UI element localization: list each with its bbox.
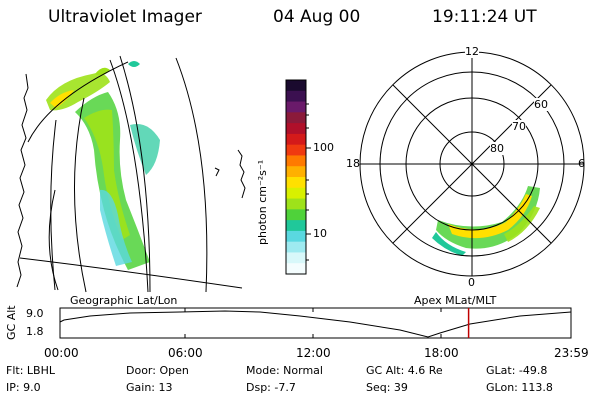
graphics-canvas [0,0,600,400]
y-tick-top: 9.0 [26,307,44,320]
mlt-label-12: 12 [465,45,479,58]
colorbar-units-label: photon cm⁻²s⁻¹ [256,160,269,245]
x-tick-1800: 18:00 [424,346,459,360]
colorbar-cell [286,188,306,199]
colorbar-cell [286,80,306,91]
colorbar-cell [286,252,306,263]
colorbar-cell [286,177,306,188]
lat-label-80: 80 [490,142,504,155]
colorbar-tick-10: 10 [313,227,327,240]
x-tick-0600: 06:00 [168,346,203,360]
colorbar-cell [286,231,306,242]
colorbar-cell [286,242,306,253]
colorbar-cell [286,166,306,177]
colorbar-tick-100: 100 [313,141,334,154]
mlt-label-0: 0 [468,276,475,289]
colorbar-cell [286,199,306,210]
apex-label: Apex MLat/MLT [414,294,496,307]
x-tick-0000: 00:00 [44,346,79,360]
coastline-left [17,74,28,287]
dsp-info: Dsp: -7.7 [246,381,296,394]
x-tick-2359: 23:59 [554,346,589,360]
gc-alt-axis-title: GC Alt [5,305,18,340]
mlt-label-6: 6 [578,157,585,170]
coastline-right [238,150,245,198]
aurora-polar [432,186,540,256]
colorbar-cell [286,263,306,274]
mode-info: Mode: Normal [246,364,323,377]
glon-info: GLon: 113.8 [486,381,553,394]
lat-label-70: 70 [512,120,526,133]
gain-info: Gain: 13 [126,381,173,394]
polar-plot [360,52,584,276]
seq-info: Seq: 39 [366,381,408,394]
colorbar-cell [286,155,306,166]
island-outline [215,168,219,176]
door-info: Door: Open [126,364,189,377]
altitude-timeline [60,308,571,338]
colorbar-cell [286,102,306,113]
colorbar-cell [286,220,306,231]
colorbar-cell [286,145,306,156]
ip-info: IP: 9.0 [6,381,41,394]
colorbar-cell [286,91,306,102]
colorbar-cell [286,112,306,123]
glat-info: GLat: -49.8 [486,364,547,377]
gc-alt-info: GC Alt: 4.6 Re [366,364,443,377]
geographic-label: Geographic Lat/Lon [70,294,177,307]
x-tick-1200: 12:00 [296,346,331,360]
filter-info: Flt: LBHL [6,364,55,377]
colorbar-cell [286,209,306,220]
longitude-line [176,58,207,292]
mlt-label-18: 18 [346,157,360,170]
lat-label-60: 60 [534,98,548,111]
colorbar [286,80,311,275]
geographic-map [17,56,245,292]
colorbar-cell [286,123,306,134]
longitude-line [74,98,86,292]
y-tick-bottom: 1.8 [26,325,44,338]
colorbar-cell [286,134,306,145]
altitude-curve [60,311,571,337]
